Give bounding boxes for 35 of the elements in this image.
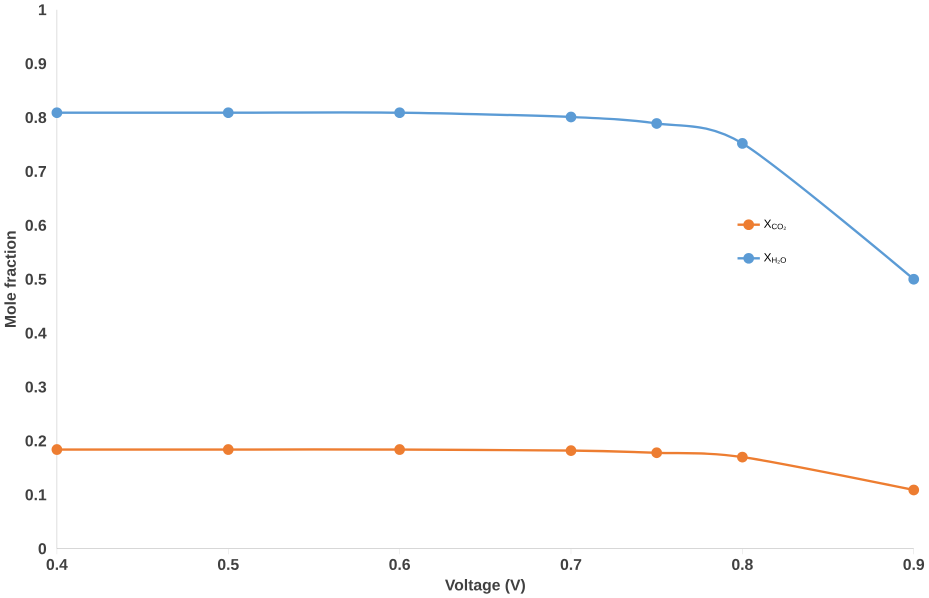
y-tick-label: 1: [38, 4, 46, 16]
x-tick-label: 0.6: [389, 558, 410, 570]
x-tick-label: 0.4: [46, 558, 68, 570]
point: [52, 444, 62, 455]
point: [908, 274, 920, 285]
y-axis-title: Mole fraction: [4, 231, 16, 327]
point: [737, 452, 748, 462]
point: [394, 107, 406, 118]
x-axis-title: Voltage (V): [445, 578, 525, 594]
point: [394, 444, 406, 455]
point: [52, 107, 62, 118]
point: [566, 112, 576, 122]
y-tick-label: 0.1: [25, 489, 46, 500]
x-tick-label: 0.7: [560, 558, 582, 570]
point: [222, 444, 234, 455]
x-tick-label: 0.8: [732, 558, 753, 570]
point: [566, 445, 576, 456]
point: [222, 107, 234, 118]
legend-label: X$_{H₂O}$: [764, 253, 786, 264]
y-tick-label: 0.3: [25, 381, 46, 393]
y-tick-label: 0.4: [25, 328, 47, 339]
y-tick-label: 0: [38, 543, 46, 554]
y-tick-label: 0.2: [25, 435, 46, 446]
point: [908, 484, 920, 496]
y-tick-label: 0.6: [25, 220, 46, 231]
y-tick-label: 0.7: [25, 166, 46, 177]
y-tick-label: 0.8: [25, 112, 46, 124]
x-tick-label: 0.9: [903, 558, 924, 570]
y-tick-label: 0.9: [25, 58, 46, 70]
point: [737, 138, 748, 149]
point: [651, 118, 662, 129]
x-tick-label: 0.5: [218, 558, 239, 570]
y-tick-label: 0.5: [25, 274, 46, 285]
legend-label: X$_{CO₂}$: [764, 220, 786, 230]
point: [651, 447, 662, 458]
